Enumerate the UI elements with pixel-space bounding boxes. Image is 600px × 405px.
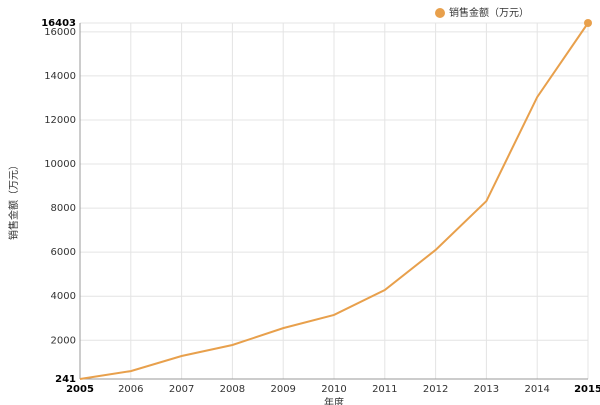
x-tick-label: 2011 xyxy=(372,384,397,395)
legend-label: 销售金额（万元） xyxy=(449,6,529,19)
y-tick-label: 14000 xyxy=(44,71,76,82)
x-tick-label: 2012 xyxy=(423,384,448,395)
y-tick-label: 8000 xyxy=(51,203,76,214)
y-tick-label: 16403 xyxy=(41,18,76,29)
x-tick-label: 2007 xyxy=(169,384,194,395)
x-tick-label: 2005 xyxy=(66,384,94,395)
y-tick-label: 2000 xyxy=(51,335,76,346)
x-axis-label: 年度 xyxy=(324,396,344,405)
x-tick-label: 2008 xyxy=(220,384,245,395)
y-axis-label: 销售金额（万元） xyxy=(7,160,20,240)
x-tick-label: 2006 xyxy=(118,384,143,395)
y-tick-label: 4000 xyxy=(51,291,76,302)
y-tick-label: 10000 xyxy=(44,159,76,170)
y-tick-label: 16000 xyxy=(44,27,76,38)
legend-marker xyxy=(435,8,445,18)
x-tick-label: 2013 xyxy=(474,384,499,395)
x-tick-label: 2015 xyxy=(574,384,600,395)
x-tick-label: 2010 xyxy=(321,384,346,395)
y-tick-label: 6000 xyxy=(51,247,76,258)
y-tick-label: 12000 xyxy=(44,115,76,126)
y-tick-label: 241 xyxy=(55,374,76,385)
line xyxy=(79,22,589,380)
end-point xyxy=(584,19,592,27)
x-tick-label: 2009 xyxy=(270,384,295,395)
x-tick-label: 2014 xyxy=(524,384,549,395)
